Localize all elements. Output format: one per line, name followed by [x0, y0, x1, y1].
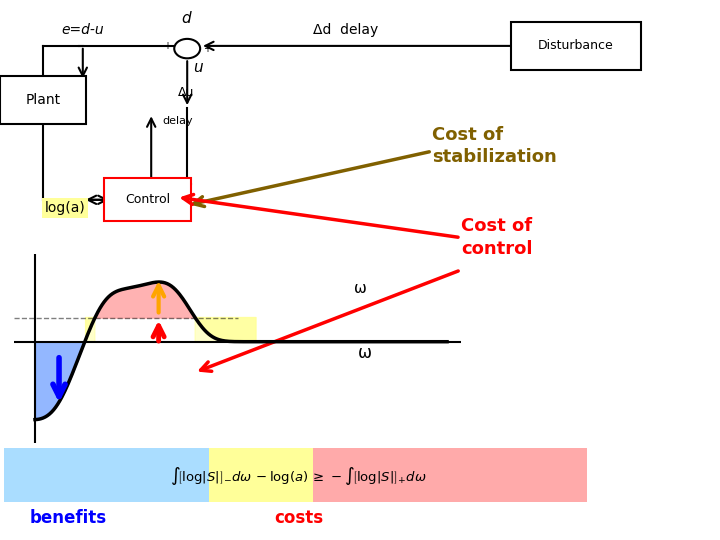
Text: ω: ω — [358, 343, 372, 362]
Text: Δd  delay: Δd delay — [313, 23, 378, 37]
Text: +: + — [163, 41, 171, 51]
Text: benefits: benefits — [30, 509, 107, 528]
Text: Cost of
stabilization: Cost of stabilization — [432, 126, 557, 166]
Text: delay: delay — [163, 117, 193, 126]
FancyBboxPatch shape — [104, 178, 191, 221]
Text: Disturbance: Disturbance — [538, 39, 614, 52]
FancyBboxPatch shape — [209, 448, 313, 502]
FancyBboxPatch shape — [511, 22, 641, 70]
Text: u: u — [193, 60, 203, 75]
Text: +: + — [203, 44, 211, 53]
Text: Δu: Δu — [178, 86, 194, 99]
Text: e=d-u: e=d-u — [61, 23, 104, 37]
Text: Control: Control — [125, 193, 170, 206]
Text: $\int\!\left[\log|S|\right]_{-}d\omega\,-\log(a)\,\geq\,-\int\!\left[\log|S|\rig: $\int\!\left[\log|S|\right]_{-}d\omega\,… — [171, 465, 427, 487]
Text: d: d — [181, 11, 191, 26]
FancyBboxPatch shape — [4, 448, 209, 502]
Text: log(a): log(a) — [45, 201, 85, 215]
Text: Cost of
control: Cost of control — [461, 218, 532, 258]
Text: ω: ω — [354, 281, 366, 296]
Text: costs: costs — [274, 509, 323, 528]
Text: Plant: Plant — [26, 93, 60, 107]
FancyBboxPatch shape — [0, 76, 86, 124]
FancyBboxPatch shape — [313, 448, 587, 502]
